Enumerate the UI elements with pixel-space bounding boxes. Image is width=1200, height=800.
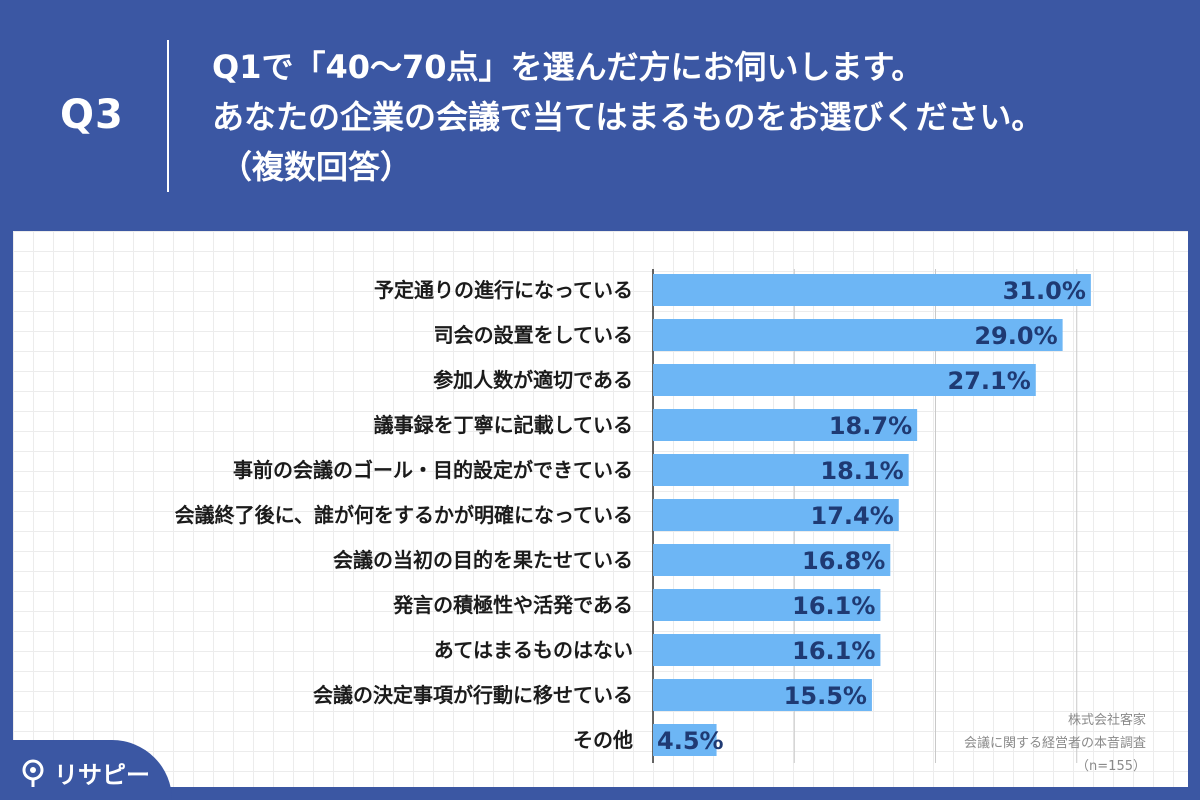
bar-value-label: 15.5% — [784, 682, 867, 710]
bar-value-label: 16.8% — [802, 547, 885, 575]
bar-value-label: 16.1% — [792, 637, 875, 665]
chart-panel: 予定通りの進行になっている司会の設置をしている 参加人数が適切である議事録を丁寧に… — [13, 231, 1188, 787]
pin-icon — [22, 759, 44, 787]
bar-value-label: 17.4% — [811, 502, 894, 530]
category-label: その他 — [573, 728, 633, 752]
bar-value-label: 4.5% — [657, 727, 724, 755]
header-divider — [167, 40, 169, 192]
question-text: Q1で「40〜70点」を選んだ方にお伺いします。 あなたの企業の会議で当てはまる… — [212, 42, 1043, 192]
bar-chart: 31.0% 29.0% 27.1% 18.7% 18.1% 17.4% 16.8% 16.1%… — [652, 269, 1091, 763]
logo-badge — [0, 740, 172, 800]
bar-value-label: 31.0% — [1003, 277, 1086, 305]
category-label: あてはまるものはない — [433, 638, 633, 662]
source-company: 株式会社客家 — [1067, 713, 1146, 728]
bar — [653, 679, 872, 711]
category-label: 会議終了後に、誰が何をするかが明確になっている — [174, 503, 633, 527]
question-header: Q3 Q1で「40〜70点」を選んだ方にお伺いします。 あなたの企業の会議で当て… — [0, 0, 1200, 228]
bar-value-label: 18.7% — [829, 412, 912, 440]
source-note: 株式会社客家 会議に関する経営者の本音調査 （n=155） — [964, 709, 1146, 778]
bar — [653, 409, 918, 441]
bar — [653, 589, 881, 621]
bar-value-label: 18.1% — [820, 457, 903, 485]
category-label: 議事録を丁寧に記載している — [373, 413, 633, 437]
bar — [653, 454, 909, 486]
question-line-1: Q1で「40〜70点」を選んだ方にお伺いします。 — [212, 48, 924, 86]
question-number: Q3 — [60, 92, 124, 138]
bar — [653, 634, 881, 666]
bar — [653, 364, 1036, 396]
bar — [653, 274, 1091, 306]
category-label: 会議の決定事項が行動に移せている — [313, 683, 633, 707]
category-label: 会議の当初の目的を果たせている — [333, 548, 633, 572]
bar-value-label: 29.0% — [974, 322, 1057, 350]
bar — [653, 724, 717, 756]
bar-value-label: 16.1% — [792, 592, 875, 620]
question-line-3: （複数回答） — [220, 148, 413, 186]
category-label: 発言の積極性や活発である — [393, 593, 633, 617]
bar — [653, 499, 899, 531]
bar — [653, 544, 891, 576]
brand-logo: リサピー — [20, 755, 150, 790]
category-label: 予定通りの進行になっている — [374, 278, 633, 302]
category-label: 参加人数が適切である — [433, 368, 633, 392]
bar — [653, 319, 1063, 351]
category-label: 事前の会議のゴール・目的設定ができている — [233, 458, 633, 482]
source-sample: （n=155） — [1076, 759, 1146, 774]
question-line-2: あなたの企業の会議で当てはまるものをお選びください。 — [212, 98, 1044, 136]
bar-value-label: 27.1% — [948, 367, 1031, 395]
category-label: 司会の設置をしている — [433, 323, 633, 347]
source-survey: 会議に関する経営者の本音調査 — [963, 736, 1146, 751]
logo-text: リサピー — [54, 761, 150, 789]
